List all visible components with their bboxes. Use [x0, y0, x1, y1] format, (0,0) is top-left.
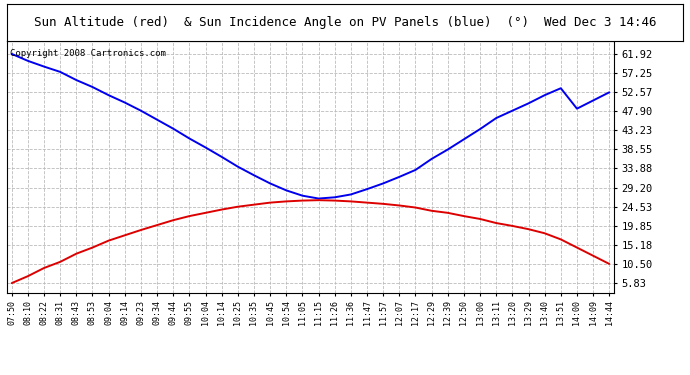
Text: Copyright 2008 Cartronics.com: Copyright 2008 Cartronics.com — [10, 49, 166, 58]
Text: Sun Altitude (red)  & Sun Incidence Angle on PV Panels (blue)  (°)  Wed Dec 3 14: Sun Altitude (red) & Sun Incidence Angle… — [34, 16, 656, 29]
